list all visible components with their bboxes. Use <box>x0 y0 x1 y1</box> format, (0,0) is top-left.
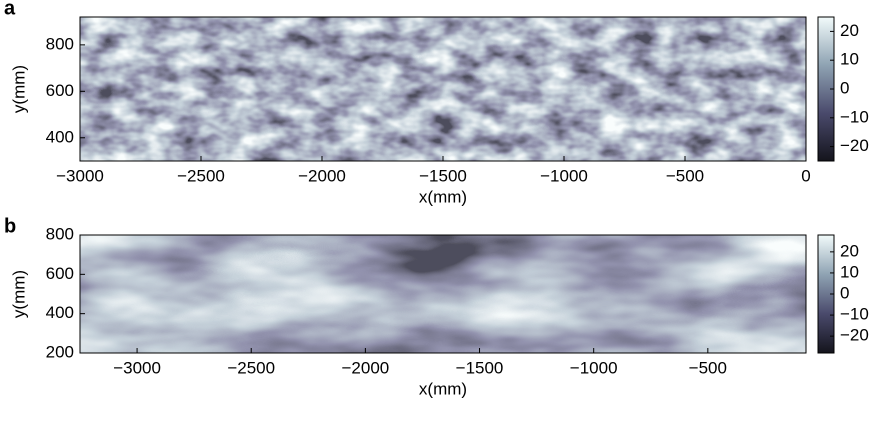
panel-label: a <box>4 0 16 19</box>
y-tick-label: 800 <box>46 34 74 53</box>
x-tick-label: −1500 <box>419 166 467 185</box>
x-tick-label: −2000 <box>342 358 390 377</box>
colorbar-tick-label: 20 <box>840 21 859 40</box>
colorbar-tick-label: −10 <box>840 305 869 324</box>
y-axis-label: y(mm) <box>9 270 28 318</box>
heatmap <box>80 235 806 353</box>
y-tick-label: 800 <box>46 224 74 243</box>
panel-label: b <box>4 215 16 237</box>
x-tick-label: −500 <box>689 358 727 377</box>
x-tick-label: −2000 <box>298 166 346 185</box>
colorbar-tick-label: −20 <box>840 326 869 345</box>
x-tick-label: −2500 <box>227 358 275 377</box>
y-tick-label: 400 <box>46 127 74 146</box>
x-axis-label: x(mm) <box>419 379 467 398</box>
x-tick-label: 0 <box>801 166 810 185</box>
colorbar-tick-label: 20 <box>840 241 859 260</box>
colorbar-tick-label: −20 <box>840 136 869 155</box>
y-tick-label: 400 <box>46 303 74 322</box>
y-tick-label: 600 <box>46 264 74 283</box>
colorbar-tick-label: −10 <box>840 107 869 126</box>
plot-frame <box>79 234 807 354</box>
colorbar-tick-label: 0 <box>840 283 849 302</box>
x-tick-label: −1500 <box>456 358 504 377</box>
x-tick-label: −500 <box>666 166 704 185</box>
x-tick-label: −1000 <box>570 358 618 377</box>
colorbar-tick-label: 10 <box>840 50 859 69</box>
x-tick-label: −3000 <box>56 166 104 185</box>
x-tick-label: −2500 <box>177 166 225 185</box>
y-axis-label: y(mm) <box>9 65 28 113</box>
heatmap <box>80 17 806 161</box>
x-tick-label: −3000 <box>113 358 161 377</box>
y-tick-label: 200 <box>46 342 74 361</box>
colorbar-tick-label: 0 <box>840 78 849 97</box>
x-axis-label: x(mm) <box>419 187 467 206</box>
x-tick-label: −1000 <box>540 166 588 185</box>
y-tick-label: 600 <box>46 81 74 100</box>
colorbar-tick-label: 10 <box>840 262 859 281</box>
